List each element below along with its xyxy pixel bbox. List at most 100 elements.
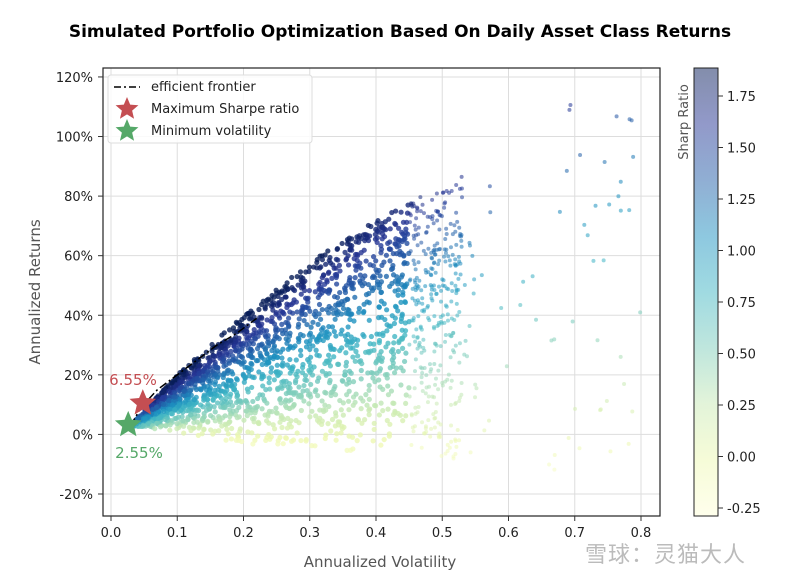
scatter-point — [191, 415, 198, 421]
scatter-point — [285, 346, 291, 352]
scatter-point — [229, 425, 235, 432]
scatter-point — [262, 306, 268, 312]
scatter-point — [440, 283, 445, 288]
scatter-point — [582, 222, 587, 227]
scatter-point — [401, 261, 407, 267]
scatter-point — [359, 420, 365, 426]
scatter-point — [289, 368, 295, 374]
scatter-point — [415, 335, 420, 340]
chart-title: Simulated Portfolio Optimization Based O… — [68, 22, 732, 42]
min-volatility-star — [114, 410, 142, 437]
scatter-point — [345, 296, 351, 302]
scatter-point — [384, 417, 390, 424]
scatter-point — [397, 248, 403, 254]
scatter-point — [295, 324, 301, 330]
scatter-point — [245, 335, 252, 341]
scatter-point — [252, 405, 258, 411]
scatter-point — [462, 282, 467, 287]
scatter-point — [456, 254, 461, 259]
scatter-point — [388, 388, 395, 394]
scatter-point — [298, 291, 304, 297]
scatter-point — [228, 348, 234, 354]
scatter-point — [331, 354, 337, 360]
scatter-point — [410, 204, 415, 209]
scatter-point — [326, 360, 332, 366]
scatter-point — [279, 424, 285, 431]
scatter-point — [153, 420, 160, 426]
scatter-point — [237, 398, 243, 404]
scatter-point — [518, 302, 523, 307]
scatter-point — [233, 376, 240, 382]
scatter-point — [300, 388, 306, 394]
scatter-point — [357, 260, 363, 266]
scatter-point — [283, 435, 289, 441]
scatter-point — [349, 434, 356, 440]
scatter-point — [630, 409, 635, 414]
scatter-point — [233, 319, 239, 325]
legend-min-volatility-star — [115, 119, 139, 141]
scatter-point — [228, 337, 234, 344]
y-tick-label: 100% — [56, 131, 93, 146]
scatter-point — [413, 288, 418, 293]
scatter-point — [249, 384, 255, 391]
scatter-point — [307, 369, 313, 375]
scatter-point — [366, 396, 372, 402]
scatter-point — [332, 392, 339, 398]
scatter-point — [221, 358, 227, 364]
scatter-point — [277, 370, 283, 376]
scatter-point — [450, 252, 455, 257]
scatter-point — [245, 429, 251, 435]
scatter-point — [363, 258, 369, 264]
scatter-point — [326, 380, 333, 386]
scatter-point — [245, 389, 251, 395]
scatter-point — [319, 257, 326, 263]
scatter-point — [573, 406, 578, 411]
scatter-point — [318, 316, 324, 322]
scatter-point — [421, 345, 426, 350]
scatter-point — [352, 275, 358, 281]
scatter-point — [412, 424, 417, 429]
scatter-point — [277, 396, 283, 402]
scatter-point — [337, 289, 343, 296]
scatter-point — [223, 437, 229, 443]
scatter-point — [435, 241, 440, 246]
scatter-point — [171, 394, 177, 400]
scatter-point — [385, 383, 391, 389]
scatter-point — [271, 294, 277, 300]
scatter-point — [306, 332, 312, 338]
scatter-point — [350, 286, 356, 292]
scatter-point — [420, 420, 425, 425]
scatter-point — [223, 396, 229, 402]
scatter-point — [366, 350, 372, 356]
scatter-point — [353, 267, 359, 273]
scatter-point — [174, 421, 180, 427]
scatter-point — [378, 400, 384, 406]
scatter-point — [385, 340, 391, 346]
scatter-point — [412, 386, 417, 391]
scatter-point — [386, 433, 392, 439]
scatter-point — [376, 352, 383, 358]
scatter-point — [175, 414, 182, 420]
scatter-point — [411, 258, 416, 263]
scatter-point — [301, 317, 307, 324]
scatter-point — [443, 236, 448, 241]
scatter-point — [373, 403, 379, 409]
scatter-point — [380, 231, 386, 237]
scatter-point — [230, 357, 236, 363]
scatter-point — [410, 296, 415, 301]
scatter-point — [402, 320, 408, 326]
scatter-point — [443, 451, 448, 456]
scatter-point — [213, 364, 219, 371]
scatter-point — [303, 438, 309, 444]
scatter-point — [449, 378, 454, 383]
scatter-point — [423, 426, 428, 431]
scatter-point — [445, 442, 450, 447]
scatter-point — [188, 412, 194, 418]
scatter-point — [312, 289, 318, 295]
scatter-point — [181, 392, 187, 399]
scatter-point — [412, 298, 417, 303]
colorbar-tick-label: 1.50 — [727, 142, 756, 157]
scatter-point — [426, 418, 431, 423]
scatter-point — [421, 211, 426, 216]
scatter-point — [204, 364, 210, 370]
